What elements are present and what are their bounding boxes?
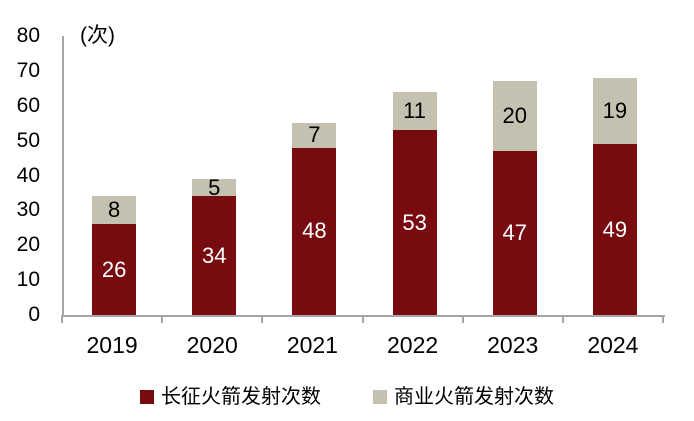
y-axis-tick-label: 30 — [16, 198, 40, 222]
x-axis-category-label: 2022 — [386, 332, 439, 358]
bar-value-label: 7 — [308, 122, 321, 148]
y-axis-unit-label: (次) — [80, 24, 115, 47]
bar-group-2020: 5 34 — [164, 36, 264, 315]
bar-value-label: 47 — [502, 220, 527, 246]
y-axis-tick-label: 20 — [16, 233, 40, 257]
bar-segment-long-march: 48 — [292, 147, 337, 315]
x-axis-tick-mark — [61, 315, 63, 323]
bar-group-2022: 11 53 — [365, 36, 465, 315]
legend: 长征火箭发射次数 商业火箭发射次数 — [0, 386, 694, 408]
bar-group-2023: 20 47 — [465, 36, 565, 315]
bar-segment-commercial: 11 — [392, 91, 437, 131]
bar-group-2019: 8 26 — [64, 36, 164, 315]
x-axis-tick-mark — [662, 315, 664, 323]
bar-value-label: 5 — [208, 174, 221, 200]
x-axis-category-label: 2020 — [186, 332, 238, 358]
legend-item-long-march: 长征火箭发射次数 — [140, 386, 321, 408]
bar-value-label: 26 — [101, 256, 127, 282]
x-axis-tick-mark — [361, 315, 364, 323]
legend-swatch-long-march — [140, 390, 154, 404]
x-axis-category-label: 2019 — [86, 332, 138, 358]
bar-group-2024: 19 49 — [565, 36, 665, 315]
y-axis-tick-label: 10 — [16, 268, 40, 292]
legend-label: 商业火箭发射次数 — [394, 386, 554, 408]
bar-value-label: 48 — [302, 218, 327, 244]
x-axis-tick-mark — [461, 315, 464, 323]
y-axis-tick-label: 50 — [16, 128, 40, 152]
bar-value-label: 34 — [201, 242, 227, 268]
y-axis-tick-label: 60 — [16, 93, 40, 117]
bar-value-label: 49 — [602, 216, 628, 242]
bar-segment-long-march: 49 — [592, 144, 637, 315]
y-axis-tick-label: 40 — [16, 163, 40, 187]
y-axis-tick-label: 80 — [16, 24, 40, 47]
bar-value-label: 11 — [403, 97, 426, 123]
bar-value-label: 8 — [107, 197, 121, 223]
plot-area: 8 26 5 34 7 48 11 53 20 47 19 49 — [62, 36, 665, 317]
bar-value-label: 53 — [402, 209, 427, 235]
bar-segment-commercial: 7 — [292, 122, 337, 148]
bar-segment-commercial: 19 — [592, 77, 637, 145]
x-axis-category-label: 2023 — [487, 332, 539, 358]
legend-label: 长征火箭发射次数 — [161, 386, 321, 408]
y-axis-tick-label: 70 — [16, 58, 40, 82]
legend-item-commercial: 商业火箭发射次数 — [373, 386, 554, 408]
legend-swatch-commercial — [373, 390, 387, 404]
bar-segment-long-march: 34 — [192, 196, 237, 315]
bar-segment-long-march: 53 — [392, 130, 437, 315]
bar-group-2021: 7 48 — [264, 36, 364, 315]
x-axis-category-label: 2024 — [587, 332, 639, 358]
bar-segment-long-march: 26 — [92, 224, 137, 315]
bar-segment-commercial: 8 — [92, 196, 137, 225]
bar-value-label: 20 — [502, 103, 527, 129]
x-axis-tick-mark — [561, 315, 564, 323]
x-axis-tick-mark — [261, 315, 264, 323]
bar-value-label: 19 — [602, 98, 628, 123]
x-axis-tick-mark — [161, 315, 164, 323]
bar-segment-commercial: 20 — [492, 81, 537, 152]
bar-segment-long-march: 47 — [492, 151, 537, 315]
y-axis-tick-label: 0 — [28, 303, 40, 326]
x-axis-category-label: 2021 — [286, 332, 338, 358]
bar-segment-commercial: 5 — [192, 174, 237, 200]
